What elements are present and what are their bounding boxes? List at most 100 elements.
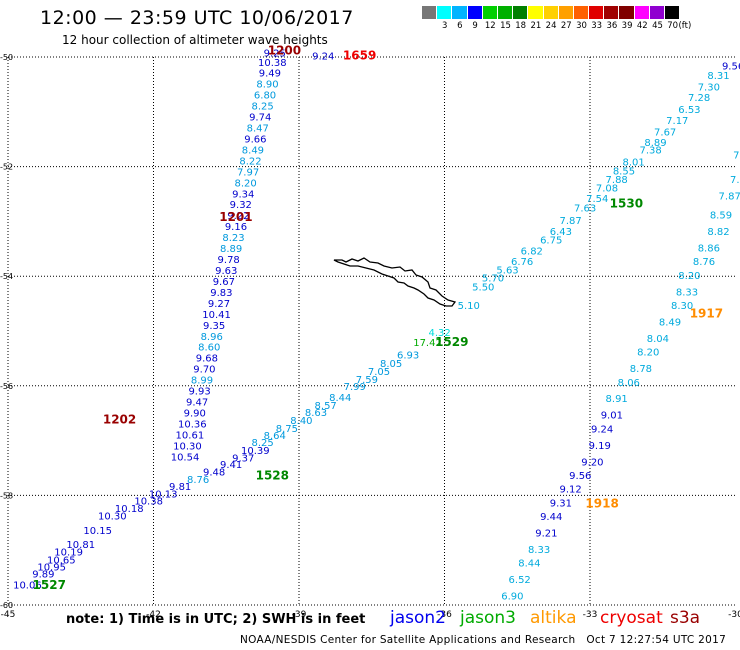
wave-height-value: 9.32 bbox=[230, 200, 252, 211]
wave-height-value: 7.8 bbox=[730, 175, 740, 186]
wave-height-value: 9.66 bbox=[244, 134, 266, 145]
wave-height-value: 9.34 bbox=[232, 189, 254, 200]
wave-height-value: 8.20 bbox=[678, 271, 700, 282]
south-georgia-island-outline bbox=[333, 257, 457, 307]
wave-height-value: 7.88 bbox=[606, 175, 628, 186]
wave-height-value: 8.44 bbox=[518, 559, 540, 570]
wave-height-value: 8.49 bbox=[659, 318, 681, 329]
color-scale-tick: 33 bbox=[591, 21, 603, 31]
wave-height-value: 8.05 bbox=[380, 359, 402, 370]
wave-height-value: 8.22 bbox=[239, 156, 261, 167]
wave-height-value: 9.81 bbox=[169, 482, 191, 493]
wave-height-value: 8.01 bbox=[623, 158, 645, 169]
wave-height-value: 5.10 bbox=[458, 301, 480, 312]
wave-height-value: 10.18 bbox=[115, 504, 144, 515]
wave-height-value: 7.05 bbox=[368, 367, 390, 378]
color-scale-tick: 27 bbox=[560, 21, 572, 31]
wave-height-value: 9.24 bbox=[591, 424, 613, 435]
wave-height-value: 10.41 bbox=[202, 310, 231, 321]
color-swatch bbox=[543, 6, 559, 19]
wave-height-value: 10.30 bbox=[173, 441, 202, 452]
pass-time-label: 1528 bbox=[256, 469, 289, 483]
wave-height-value: 9.67 bbox=[213, 277, 235, 288]
wave-height-value: 8.96 bbox=[201, 332, 223, 343]
wave-height-value: 9.63 bbox=[215, 266, 237, 277]
map-title: 12:00 — 23:59 UTC 10/06/2017 bbox=[40, 7, 354, 29]
graticule: -45 -42 -39 -36 -33 -30 -50 -52 -54 -56 -58 -60 bbox=[0, 53, 740, 620]
color-swatch bbox=[528, 6, 544, 19]
wave-height-value: 8.33 bbox=[676, 287, 698, 298]
lon-tick-label: -42 bbox=[146, 610, 161, 620]
wave-height-value: 9.56 bbox=[569, 471, 591, 482]
lon-tick-label: -30 bbox=[728, 610, 740, 620]
pass-time-label: 1659 bbox=[343, 49, 376, 63]
wave-height-value: 6.75 bbox=[540, 235, 562, 246]
wave-height-value: 9.37 bbox=[232, 453, 254, 464]
pass-time-labels: 1200 1201 1202 1659 1527 1528 1529 1530 1917 1918 bbox=[33, 43, 724, 592]
legend-cryosat: cryosat bbox=[600, 608, 663, 628]
wave-height-value: 9.89 bbox=[32, 570, 54, 581]
wave-height-value: 8.91 bbox=[606, 394, 628, 405]
pass-time-label: 1200 bbox=[268, 43, 301, 57]
wave-height-value: 7.87 bbox=[719, 191, 740, 202]
wave-height-value: 10.13 bbox=[149, 490, 178, 501]
wave-height-value: 8.20 bbox=[637, 348, 659, 359]
pass-time-label: 1917 bbox=[690, 306, 723, 320]
color-scale-tick: 39 bbox=[621, 21, 633, 31]
wave-height-value: 7.99 bbox=[344, 382, 366, 393]
map-subtitle: 12 hour collection of altimeter wave hei… bbox=[62, 33, 328, 47]
color-swatch bbox=[558, 6, 574, 19]
wave-height-value: 10.30 bbox=[98, 512, 127, 523]
color-swatch bbox=[422, 6, 438, 19]
wave-height-value: 7.63 bbox=[574, 204, 596, 215]
wave-height-value: 9.20 bbox=[581, 457, 603, 468]
wave-height-value: 5.70 bbox=[482, 274, 504, 285]
pass-time-label: 1529 bbox=[435, 335, 468, 349]
wave-height-value: 8.49 bbox=[242, 145, 264, 156]
color-scale-tick: 9 bbox=[472, 21, 478, 31]
wave-height-value: 8.78 bbox=[630, 364, 652, 375]
wave-height-value: 9.35 bbox=[203, 321, 225, 332]
wave-height-value: 9.56 bbox=[722, 62, 740, 73]
wave-height-value: 8.76 bbox=[187, 475, 209, 486]
wave-height-value: 17.42 bbox=[413, 338, 442, 349]
color-scale-tick: 30 bbox=[576, 21, 587, 31]
color-swatch bbox=[604, 6, 620, 19]
wave-height-value: 7. bbox=[733, 150, 740, 161]
wave-height-value: 8.89 bbox=[644, 138, 666, 149]
wave-height-value: 10.38 bbox=[258, 58, 287, 69]
wave-height-labels: 9.2510.389.498.906.808.259.748.479.668.4… bbox=[13, 48, 740, 602]
wave-height-value: 8.30 bbox=[671, 301, 693, 312]
color-scale-tick: 18 bbox=[515, 21, 527, 31]
wave-height-value: 5.63 bbox=[496, 265, 518, 276]
color-swatch bbox=[482, 6, 498, 19]
wave-height-value: 10.54 bbox=[171, 452, 200, 463]
wave-height-value: 9.27 bbox=[208, 299, 230, 310]
wave-height-value: 9.44 bbox=[540, 512, 562, 523]
lat-tick-label: -58 bbox=[0, 491, 13, 500]
wave-height-value: 8.31 bbox=[707, 71, 729, 82]
wave-height-value: 9.16 bbox=[225, 222, 247, 233]
wave-height-value: 10.15 bbox=[83, 526, 112, 537]
color-scale-bar bbox=[422, 6, 681, 19]
wave-height-value: 5.50 bbox=[472, 282, 494, 293]
wave-height-value: 7.17 bbox=[666, 116, 688, 127]
wave-height-value: 9.31 bbox=[550, 498, 572, 509]
wave-height-value: 9.70 bbox=[193, 365, 215, 376]
pass-time-label: 1530 bbox=[610, 197, 643, 211]
wave-height-value: 10.06 bbox=[13, 581, 42, 592]
color-swatch bbox=[437, 6, 453, 19]
wave-height-value: 6.43 bbox=[550, 227, 572, 238]
wave-height-value: 8.47 bbox=[247, 124, 269, 135]
wave-height-value: 6.80 bbox=[254, 91, 276, 102]
wave-height-value: 8.89 bbox=[220, 244, 242, 255]
legend-s3a: s3a bbox=[670, 608, 701, 628]
map-credit: NOAA/NESDIS Center for Satellite Applica… bbox=[240, 634, 726, 646]
color-scale-unit: (ft) bbox=[678, 21, 692, 31]
wave-height-value: 9.47 bbox=[186, 398, 208, 409]
wave-height-value: 6.82 bbox=[521, 246, 543, 257]
wave-height-value: 6.90 bbox=[501, 592, 523, 603]
color-swatch bbox=[467, 6, 483, 19]
wave-height-value: 8.82 bbox=[707, 227, 729, 238]
